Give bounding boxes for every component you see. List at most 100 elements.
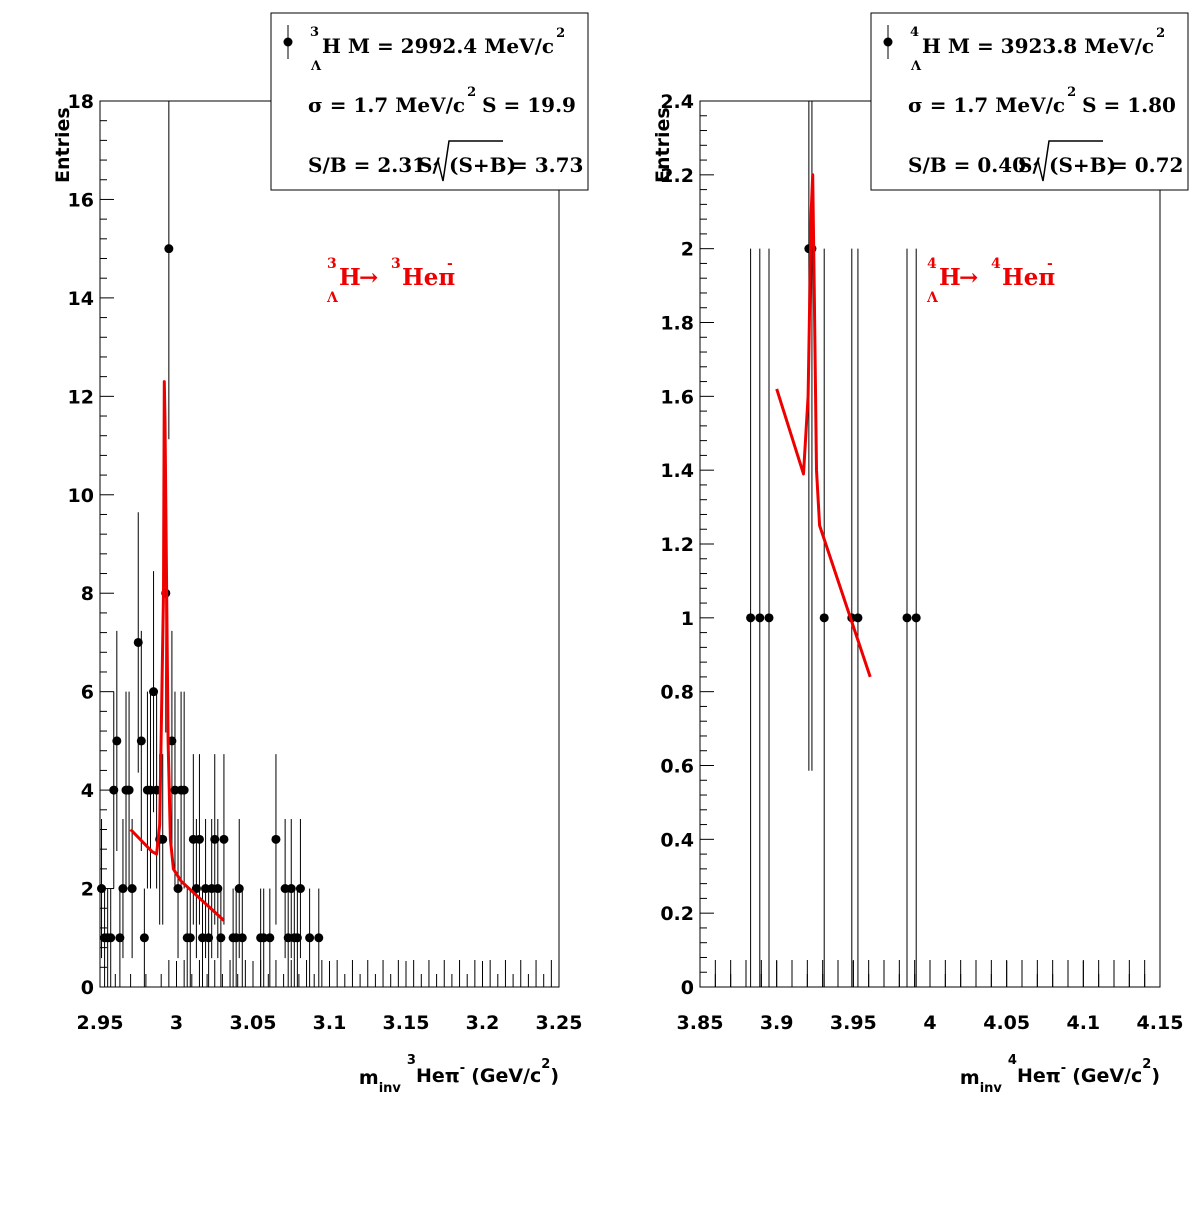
data-point [158,834,168,844]
x-axis-title-part: π [1046,1065,1061,1087]
data-point [237,933,247,943]
y-tick-label: 16 [68,189,94,211]
x-tick-label: 2.95 [77,1012,124,1034]
legend-box [870,12,1189,191]
data-point [133,637,143,647]
annotation-hypernucleus: H [339,264,361,291]
legend-mass-text: H M = 2992.4 MeV/c [322,34,554,58]
data-point [746,613,756,623]
data-point [194,834,204,844]
y-tick-label: 1 [681,608,694,630]
x-axis-title-part: 4 [1008,1053,1017,1068]
legend-sigma-text: σ = 1.7 MeV/c [308,93,465,117]
legend-signal: S = 19.9 [482,93,576,117]
legend-nucleon-number: 4 [910,25,919,40]
legend-signal: S = 1.80 [1082,93,1176,117]
annotation-nucleon-number: 4 [927,256,937,272]
legend-mass-line: H M = 2992.4 MeV/c2 [322,26,565,58]
annotation-nucleon-number: 3 [327,256,337,272]
legend-mass-exp: 2 [556,26,565,41]
data-point [204,933,214,943]
data-point [179,785,189,795]
legend-sqrt-symbol [1033,140,1103,182]
y-tick-label: 0 [81,977,94,999]
y-tick-label: 2 [81,879,94,901]
legend-mass-exp: 2 [1156,26,1165,41]
y-tick-label: 1.2 [660,534,694,556]
annotation-arrow: → [959,264,978,291]
data-point [911,613,921,623]
data-point [213,884,223,894]
y-tick-label: 2.4 [660,91,694,113]
data-point [109,785,119,795]
x-tick-label: 3.05 [230,1012,277,1034]
x-axis-title: minv 4Heπ- (GeV/c2) [960,1053,1160,1096]
data-point [164,244,174,254]
legend-lambda: Λ [310,59,322,74]
data-point [271,834,281,844]
data-point [755,613,765,623]
legend-sb: S/B = 2.31 [308,153,426,177]
x-axis-title-part: (GeV/c [471,1065,541,1087]
legend-sigma-exp: 2 [1067,85,1076,100]
x-axis-title-part: m [960,1067,980,1089]
data-point [292,933,302,943]
x-axis-title-part: He [1017,1065,1046,1087]
annotation-daughter-number: 3 [391,256,401,272]
legend-mass-line: H M = 3923.8 MeV/c2 [922,26,1165,58]
data-point [185,933,195,943]
x-tick-label: 4.15 [1137,1012,1184,1034]
x-tick-label: 3.25 [536,1012,583,1034]
data-point [219,834,229,844]
legend-sigma-text: σ = 1.7 MeV/c [908,93,1065,117]
data-point [115,933,125,943]
data-point [210,834,220,844]
y-axis-title: Entries [52,107,74,183]
y-tick-label: 1.4 [660,460,694,482]
legend-significance-value: = 3.73 [511,153,583,177]
x-axis-title-part: m [359,1067,379,1089]
x-tick-label: 3.2 [466,1012,500,1034]
legend-lambda: Λ [910,59,922,74]
x-axis-title-part: 2 [541,1057,550,1072]
fit-curve [775,173,872,678]
x-tick-label: 3.15 [383,1012,430,1034]
data-point [167,736,177,746]
legend-sigma-line: σ = 1.7 MeV/c2 S = 1.80 [908,85,1176,117]
right-panel: 0 0.2 0.4 0.6 0.8 1 1.2 1.4 1.6 1.8 2 2.2 2.4 3.85 3.9… [652,12,1189,1096]
data-point [853,613,863,623]
x-axis-title-part: 3 [407,1053,416,1068]
y-tick-label: 1.6 [660,386,694,408]
data-point [295,884,305,894]
x-axis-title-part: π [445,1065,460,1087]
y-tick-label: 14 [68,288,94,310]
legend-marker [283,37,293,47]
data-point [173,884,183,894]
annotation-daughter: Heπ [1002,264,1055,291]
data-point [106,933,116,943]
y-tick-label: 8 [81,583,94,605]
legend-mass-text: H M = 3923.8 MeV/c [922,34,1154,58]
fit-curve [129,380,225,922]
legend-marker [883,37,893,47]
data-point [314,933,324,943]
y-tick-label: 0.8 [660,682,694,704]
x-axis-title-part: He [416,1065,445,1087]
y-tick-label: 1.8 [660,313,694,335]
annotation-pion-charge: - [447,256,453,272]
annotation-lambda: Λ [926,290,939,306]
data-point [902,613,912,623]
x-axis-title-part: ) [550,1065,559,1087]
data-point [124,785,134,795]
legend-significance-prefix: S/ [418,153,440,177]
data-point [286,884,296,894]
data-point [819,613,829,623]
data-point [127,884,137,894]
data-point [191,884,201,894]
data-point [97,884,107,894]
legend-sb: S/B = 0.40 [908,153,1026,177]
x-tick-label: 3 [170,1012,183,1034]
x-tick-label: 3.9 [760,1012,794,1034]
y-tick-label: 0.2 [660,903,694,925]
x-axis-title-part: ) [1151,1065,1160,1087]
